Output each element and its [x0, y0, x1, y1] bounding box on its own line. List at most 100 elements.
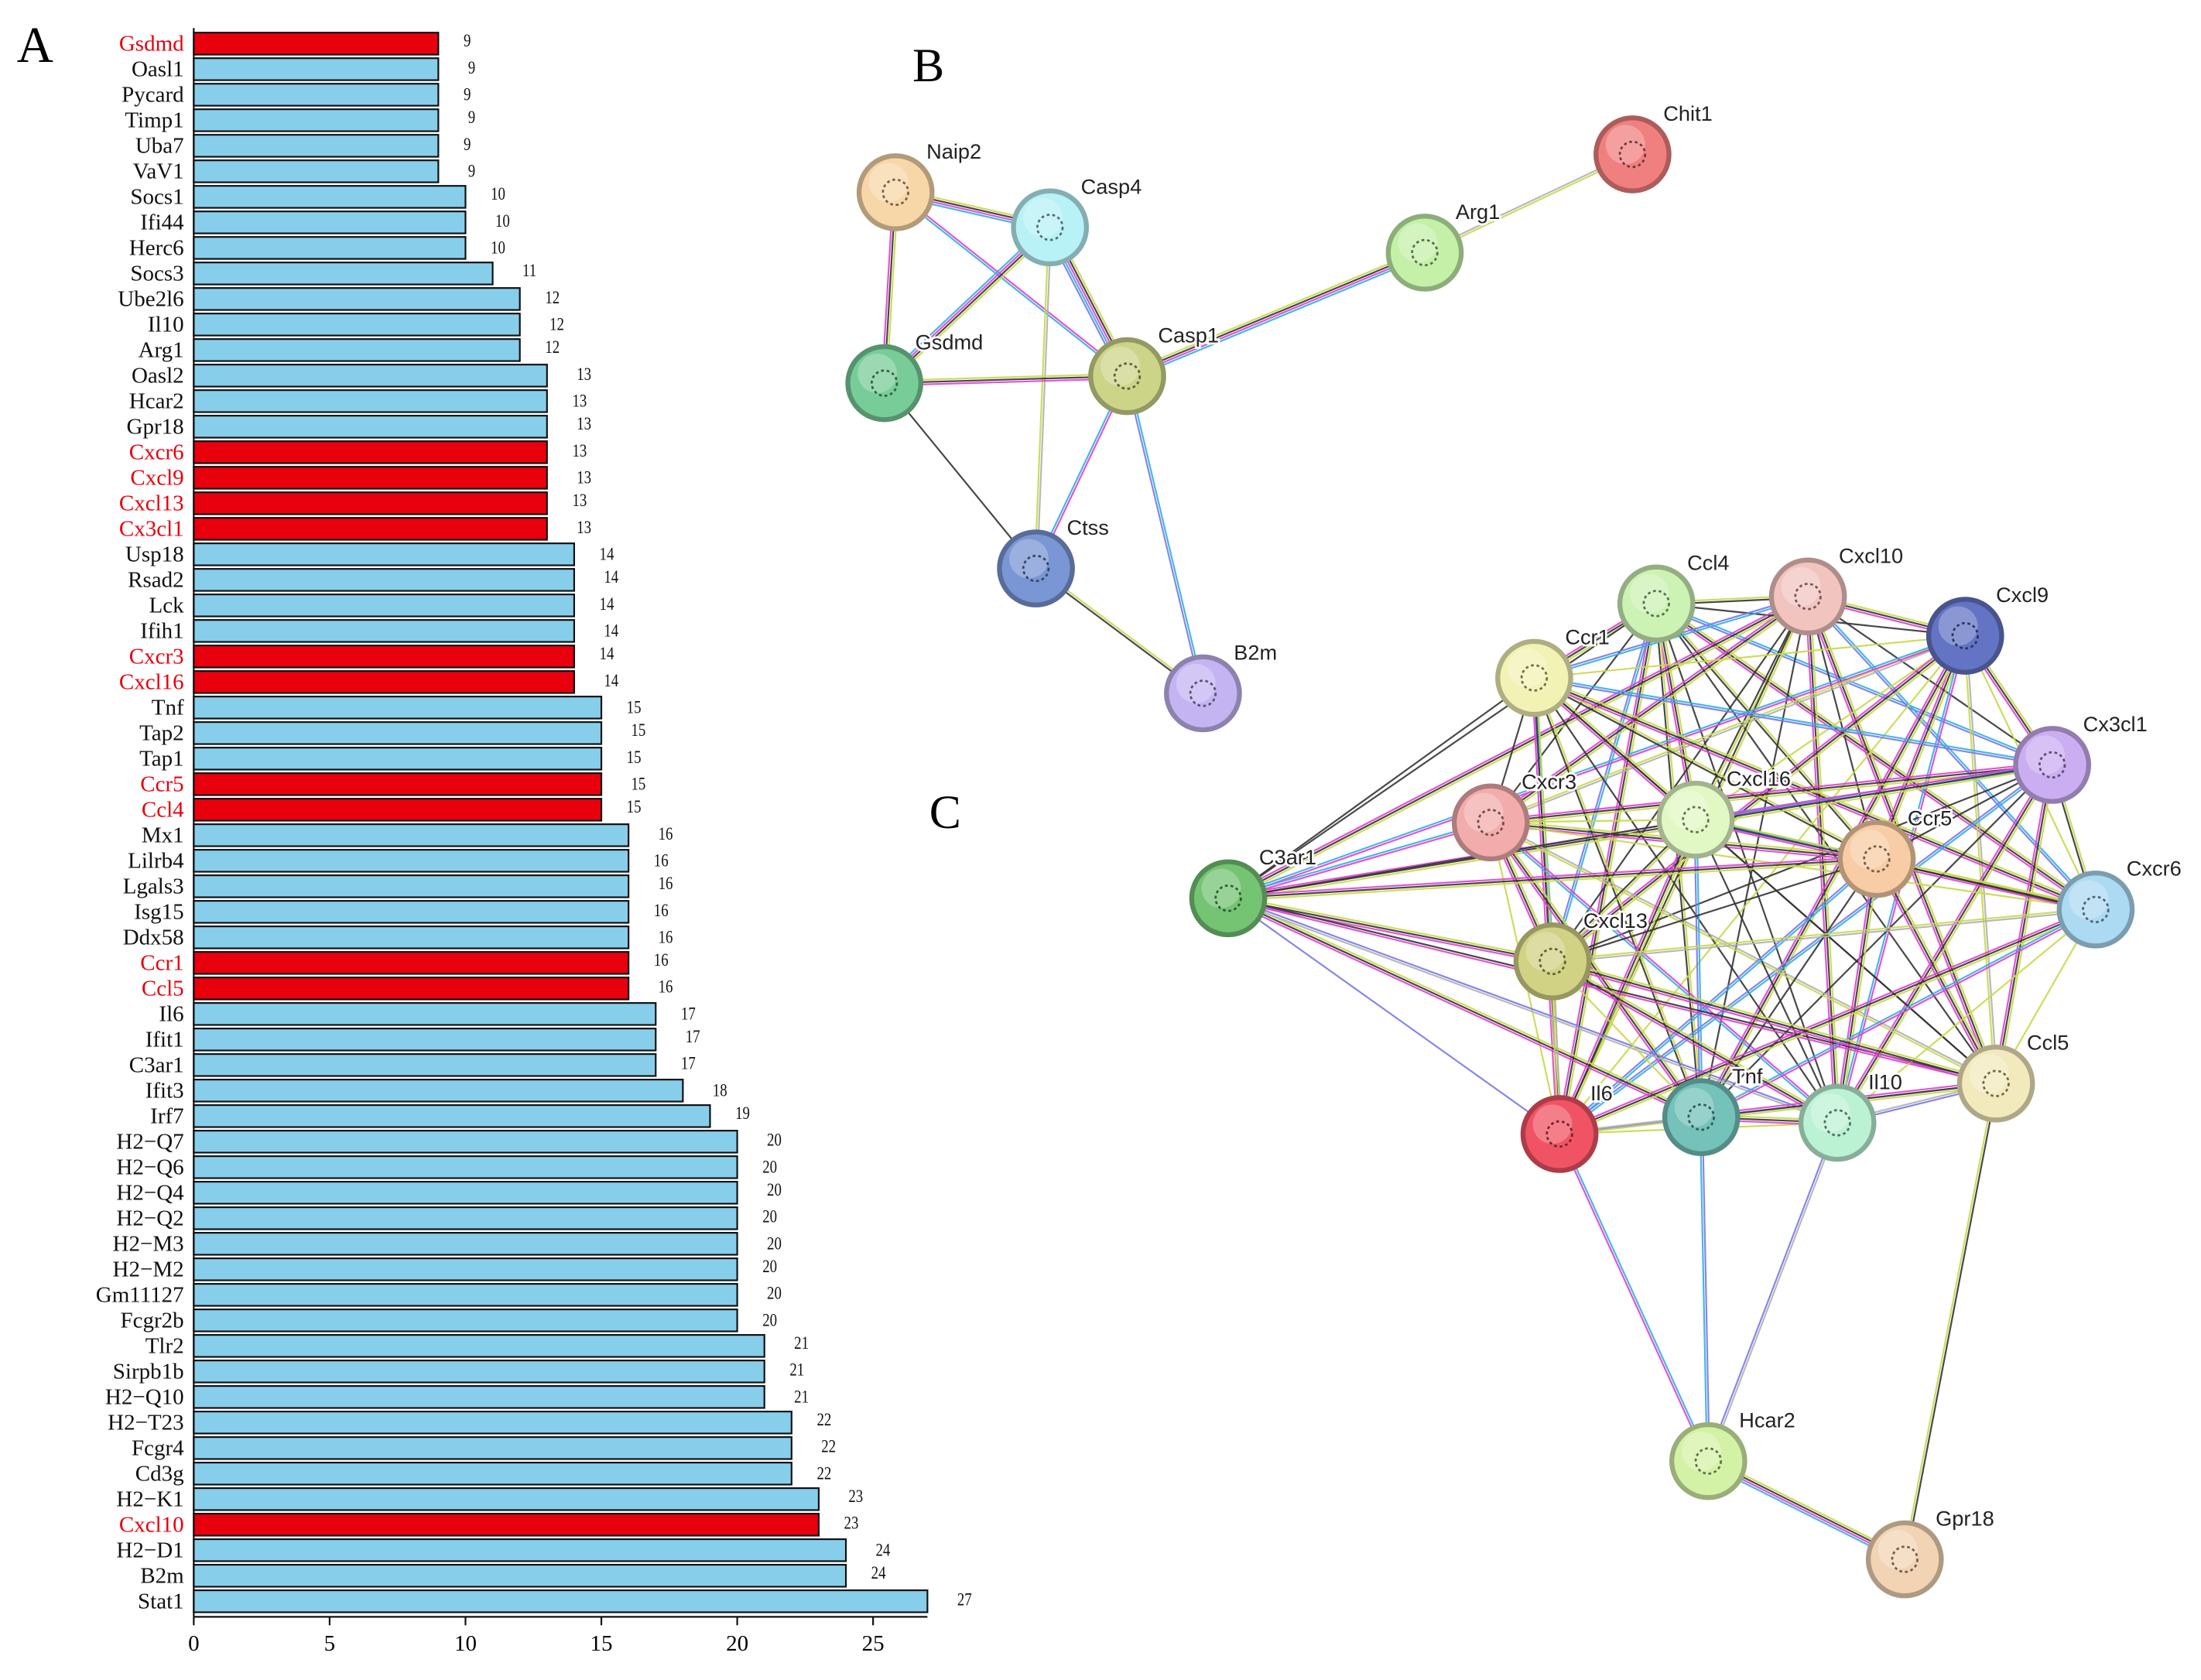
bar — [193, 108, 440, 132]
edge — [1657, 600, 2098, 908]
bar — [193, 1538, 847, 1562]
node — [1495, 638, 1573, 717]
edge — [884, 372, 1128, 382]
edge — [1227, 820, 1491, 898]
value-label: 16 — [659, 927, 673, 948]
category-label: Mx1 — [142, 823, 184, 847]
x-tick-label: 5 — [324, 1631, 336, 1656]
category-label: Cx3cl1 — [119, 516, 184, 541]
edge — [1807, 595, 2053, 766]
edge — [1227, 819, 1696, 899]
edge — [1559, 1133, 1710, 1461]
bar — [193, 874, 630, 898]
node — [1088, 337, 1166, 416]
edge — [1227, 677, 1535, 899]
edge — [1836, 858, 1878, 1124]
protein-glyph — [881, 178, 909, 207]
protein-glyph — [1982, 1069, 2010, 1097]
value-label: 12 — [549, 314, 564, 335]
value-label: 10 — [491, 238, 505, 258]
value-label: 9 — [464, 134, 471, 155]
protein-glyph — [1545, 1120, 1573, 1148]
node-label: B2m — [1234, 640, 1277, 664]
value-label: 15 — [627, 796, 642, 817]
bar — [193, 926, 630, 949]
category-label: Tap2 — [139, 720, 184, 745]
node — [1451, 783, 1530, 862]
x-tick-label: 25 — [862, 1631, 885, 1656]
edge — [1558, 857, 1877, 1134]
bar — [193, 568, 576, 592]
value-label: 17 — [681, 1053, 696, 1074]
value-label: 20 — [767, 1233, 782, 1254]
value-label: 19 — [735, 1103, 750, 1124]
value-label: 22 — [816, 1463, 831, 1484]
value-label: 15 — [631, 774, 645, 795]
edge — [1552, 857, 1878, 963]
edge — [1227, 899, 1552, 965]
node — [1865, 1520, 1944, 1599]
edge — [1839, 859, 1881, 1124]
edge — [1227, 602, 1657, 899]
category-label: Timp1 — [125, 108, 183, 132]
category-label: Rsad2 — [128, 567, 184, 592]
node-label: Cxcr6 — [2127, 857, 2182, 881]
protein-glyph — [1618, 140, 1647, 169]
value-label: 14 — [604, 621, 618, 642]
edge — [1490, 822, 1703, 1118]
protein-glyph — [1642, 590, 1670, 618]
category-label: H2−Q7 — [116, 1129, 183, 1154]
value-label: 10 — [495, 210, 510, 231]
protein-glyph — [2082, 895, 2110, 923]
edge — [1533, 678, 2052, 768]
bar — [193, 823, 630, 847]
category-label: Cd3g — [135, 1461, 184, 1486]
category-label: Gm11127 — [96, 1282, 184, 1307]
bar — [193, 951, 630, 975]
category-label: Tap1 — [139, 746, 184, 771]
edge — [1550, 603, 1656, 962]
edge — [1228, 895, 1553, 960]
bar — [193, 415, 548, 439]
node — [1385, 214, 1464, 292]
bar — [193, 1053, 657, 1077]
edge — [1228, 895, 1703, 1116]
edge — [1491, 636, 1967, 825]
node — [1662, 1078, 1741, 1157]
category-label: Ifih1 — [140, 618, 183, 643]
protein-glyph — [1539, 947, 1566, 976]
edge — [1695, 819, 1997, 1084]
node — [1617, 564, 1696, 643]
edge — [1558, 763, 2052, 1134]
value-label: 17 — [686, 1026, 700, 1047]
value-label: 13 — [577, 413, 591, 434]
node-label: Casp1 — [1158, 323, 1219, 347]
value-label: 13 — [577, 364, 591, 385]
value-label: 13 — [577, 467, 591, 488]
edge — [1533, 677, 1839, 1124]
value-label: 22 — [816, 1409, 831, 1430]
value-label: 13 — [572, 490, 587, 511]
edge — [1227, 897, 1560, 1135]
category-label: Lilrb4 — [128, 848, 184, 873]
value-label: 14 — [600, 643, 614, 664]
value-label: 16 — [654, 949, 669, 970]
category-label: Il6 — [159, 1001, 183, 1026]
value-label: 16 — [659, 873, 673, 894]
category-label: Tlr2 — [145, 1333, 184, 1358]
edge — [1838, 765, 2056, 1125]
category-label: Gsdmd — [119, 31, 184, 56]
category-label: Pycard — [122, 82, 184, 107]
bar — [193, 696, 603, 720]
edge — [1655, 604, 1877, 861]
value-label: 17 — [681, 1004, 696, 1025]
node — [1011, 188, 1090, 267]
edge — [1902, 1083, 1996, 1559]
edge — [1551, 963, 1996, 1087]
edge — [1552, 960, 1838, 1124]
protein-glyph — [871, 369, 899, 397]
category-label: Socs3 — [130, 261, 183, 286]
value-label: 15 — [631, 720, 645, 741]
category-label: Gpr18 — [127, 414, 184, 439]
